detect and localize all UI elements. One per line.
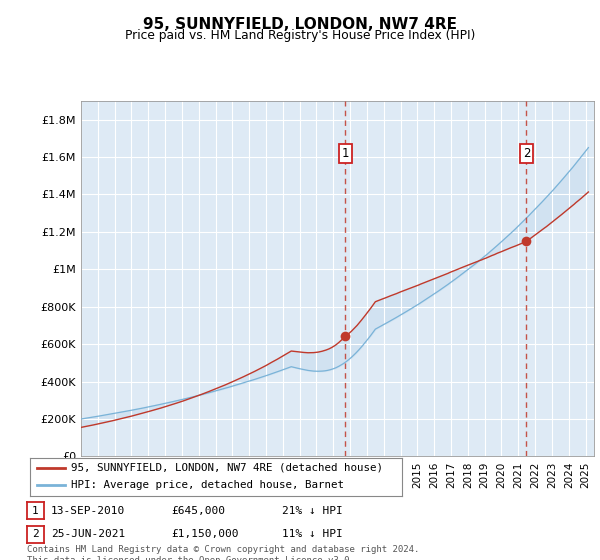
Text: 2: 2 [32,529,39,539]
Text: 95, SUNNYFIELD, LONDON, NW7 4RE: 95, SUNNYFIELD, LONDON, NW7 4RE [143,17,457,31]
Text: 21% ↓ HPI: 21% ↓ HPI [282,506,343,516]
Text: 95, SUNNYFIELD, LONDON, NW7 4RE (detached house): 95, SUNNYFIELD, LONDON, NW7 4RE (detache… [71,463,383,473]
Text: 1: 1 [32,506,39,516]
Text: 13-SEP-2010: 13-SEP-2010 [51,506,125,516]
Text: £1,150,000: £1,150,000 [171,529,238,539]
Text: 2: 2 [523,147,530,160]
Text: HPI: Average price, detached house, Barnet: HPI: Average price, detached house, Barn… [71,480,344,491]
Text: Price paid vs. HM Land Registry's House Price Index (HPI): Price paid vs. HM Land Registry's House … [125,29,475,43]
Text: 11% ↓ HPI: 11% ↓ HPI [282,529,343,539]
Text: Contains HM Land Registry data © Crown copyright and database right 2024.
This d: Contains HM Land Registry data © Crown c… [27,545,419,560]
Text: 25-JUN-2021: 25-JUN-2021 [51,529,125,539]
Text: £645,000: £645,000 [171,506,225,516]
Text: 1: 1 [341,147,349,160]
